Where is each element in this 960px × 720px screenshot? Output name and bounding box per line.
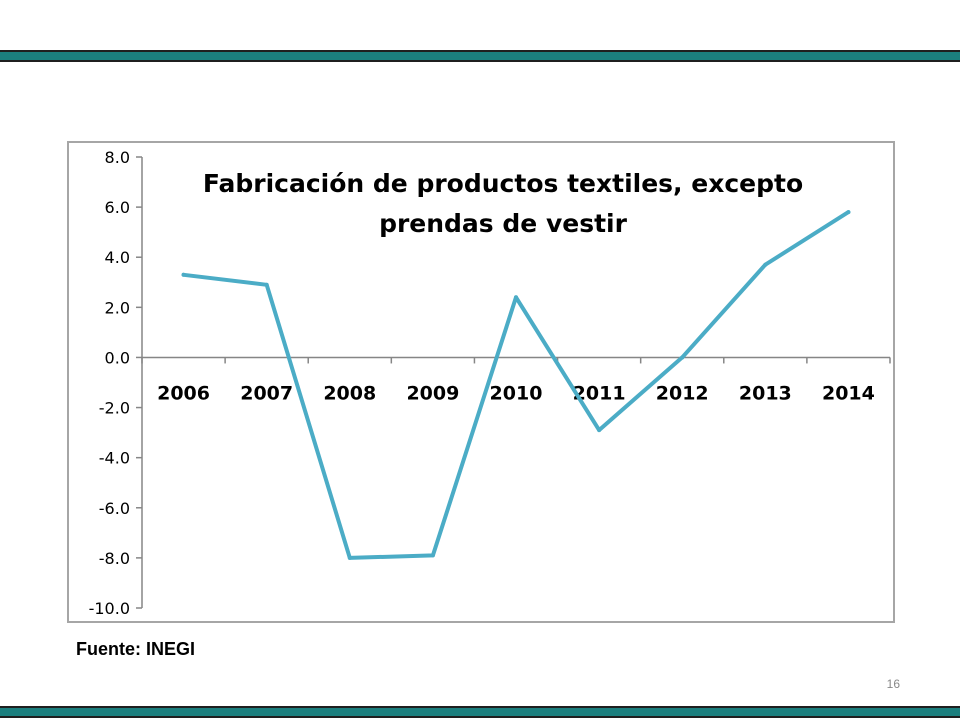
data-point	[430, 553, 435, 558]
page-number: 16	[886, 677, 900, 691]
x-category-label: 2006	[157, 382, 210, 404]
y-tick-label: -6.0	[99, 499, 130, 518]
top-accent-bar	[0, 50, 960, 62]
data-point	[264, 282, 269, 287]
bottom-accent-bar	[0, 706, 960, 718]
data-point	[181, 272, 186, 277]
y-tick-label: 0.0	[105, 348, 130, 367]
x-category-label: 2011	[573, 382, 626, 404]
chart-title-line: Fabricación de productos textiles, excep…	[203, 169, 803, 198]
y-tick-label: 2.0	[105, 298, 130, 317]
x-category-label: 2010	[490, 382, 543, 404]
y-tick-label: -2.0	[99, 399, 130, 418]
x-category-label: 2012	[656, 382, 709, 404]
data-point	[763, 262, 768, 267]
y-tick-label: 8.0	[105, 148, 130, 167]
y-tick-label: 4.0	[105, 248, 130, 267]
x-category-label: 2014	[822, 382, 875, 404]
data-point	[680, 355, 685, 360]
y-tick-label: -4.0	[99, 449, 130, 468]
y-tick-label: -8.0	[99, 549, 130, 568]
data-point	[514, 295, 518, 300]
x-category-label: 2007	[240, 382, 293, 404]
chart-frame	[67, 141, 895, 623]
chart-title-line: prendas de vestir	[379, 209, 628, 238]
y-tick-label: 6.0	[105, 198, 130, 217]
x-category-label: 2013	[739, 382, 792, 404]
source-note: Fuente: INEGI	[76, 639, 196, 659]
data-point	[597, 428, 602, 433]
x-category-label: 2009	[406, 382, 459, 404]
y-tick-label: -10.0	[89, 599, 130, 618]
data-point	[846, 210, 851, 215]
data-point	[347, 555, 352, 560]
x-category-label: 2008	[323, 382, 376, 404]
